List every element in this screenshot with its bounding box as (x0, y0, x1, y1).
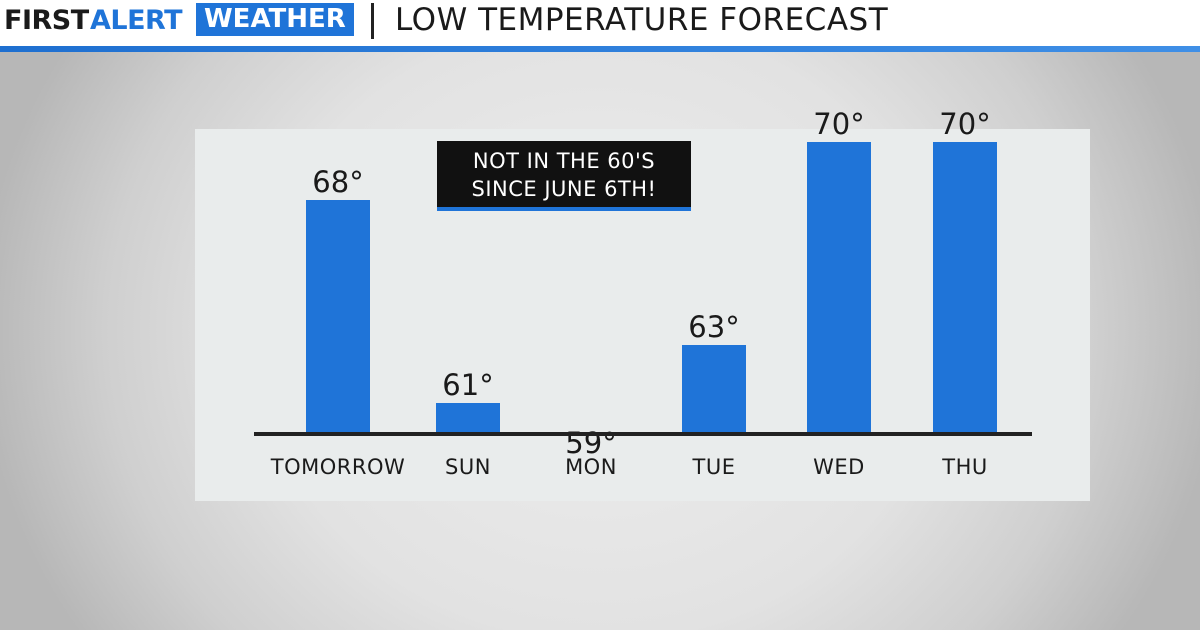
value-label: 70° (939, 107, 990, 141)
bar-tomorrow (306, 200, 370, 432)
callout-accent-bar (437, 207, 691, 211)
value-label: 63° (688, 310, 739, 344)
bar-sun (436, 403, 500, 432)
page-title: LOW TEMPERATURE FORECAST (395, 2, 889, 38)
brand-first-text: FIRST (4, 5, 89, 36)
bar-thu (933, 142, 997, 432)
category-label: MON (565, 455, 617, 479)
value-label: 68° (312, 165, 363, 199)
value-label: 70° (813, 107, 864, 141)
header-divider (371, 3, 374, 39)
value-label: 61° (442, 368, 493, 402)
callout-line-1: NOT IN THE 60'S (472, 149, 656, 173)
bar-wed (807, 142, 871, 432)
callout-line-2: SINCE JUNE 6TH! (471, 177, 657, 201)
brand-alert-text: ALERT (90, 5, 183, 36)
callout-box: NOT IN THE 60'S SINCE JUNE 6TH! (437, 141, 691, 211)
category-label: THU (941, 455, 988, 479)
category-label: WED (813, 455, 865, 479)
bar-tue (682, 345, 746, 432)
brand-weather-badge: WEATHER (196, 3, 354, 36)
x-axis-line (254, 432, 1032, 436)
header-accent-line (0, 46, 1200, 52)
category-label: TUE (692, 455, 736, 479)
category-label: TOMORROW (270, 455, 405, 479)
category-label: SUN (445, 455, 491, 479)
value-label: 59° (565, 426, 616, 460)
header-bar: FIRST ALERT WEATHER LOW TEMPERATURE FORE… (0, 0, 1200, 46)
